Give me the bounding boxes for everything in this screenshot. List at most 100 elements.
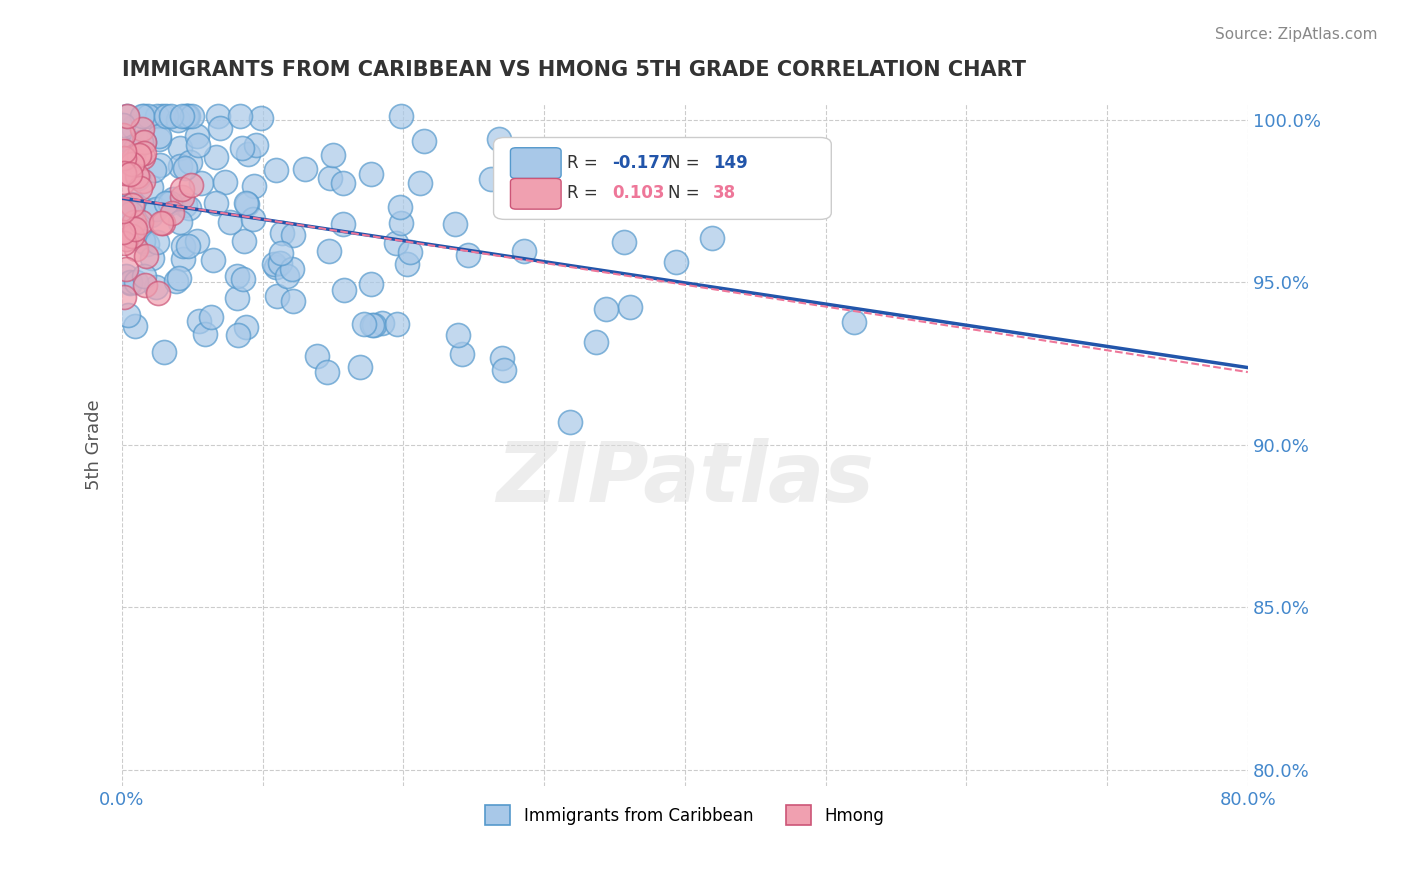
Point [319, 171, 342, 186]
Point [117, 153, 139, 168]
Point [208, 120, 231, 135]
Point [231, 141, 253, 155]
Point [322, 148, 344, 162]
Point [145, 202, 167, 216]
Point [128, 222, 150, 236]
Point [115, 109, 138, 123]
Point [145, 279, 167, 293]
Point [245, 137, 267, 152]
Point [112, 235, 135, 250]
Point [114, 261, 136, 276]
Point [120, 167, 142, 181]
Point [276, 269, 298, 284]
Point [132, 136, 155, 150]
Point [305, 349, 328, 363]
Point [219, 215, 242, 229]
Point [120, 206, 142, 220]
Point [174, 109, 197, 123]
Point [131, 135, 153, 149]
Point [112, 166, 135, 180]
Text: R =: R = [567, 153, 603, 172]
Text: N =: N = [668, 185, 704, 202]
Point [162, 192, 184, 206]
Point [148, 129, 170, 144]
Point [513, 244, 536, 258]
Point [700, 231, 723, 245]
Point [180, 178, 202, 193]
Point [332, 176, 354, 190]
Point [177, 238, 200, 252]
Point [131, 109, 153, 123]
Point [136, 236, 159, 251]
Point [122, 215, 145, 229]
Point [124, 275, 146, 289]
Point [349, 360, 371, 375]
Point [703, 178, 725, 193]
Point [187, 137, 209, 152]
Point [516, 164, 538, 178]
Point [409, 176, 432, 190]
Point [129, 215, 152, 229]
Text: 38: 38 [713, 185, 737, 202]
Point [120, 276, 142, 290]
Point [172, 252, 194, 267]
Point [115, 232, 138, 246]
Point [169, 141, 191, 155]
Point [541, 164, 564, 178]
Point [264, 260, 287, 275]
Point [132, 174, 155, 188]
Point [112, 152, 135, 166]
Point [150, 109, 173, 123]
Point [389, 215, 412, 229]
Point [389, 200, 412, 214]
Point [132, 135, 155, 149]
Point [194, 326, 217, 341]
Point [294, 161, 316, 176]
Point [360, 277, 382, 291]
Point [207, 109, 229, 123]
Point [283, 294, 305, 309]
Point [384, 236, 406, 251]
Point [124, 142, 146, 156]
Point [177, 201, 200, 215]
Point [186, 129, 208, 144]
Point [155, 196, 177, 211]
Point [179, 155, 201, 169]
Point [180, 109, 202, 123]
Point [117, 308, 139, 322]
Point [141, 251, 163, 265]
Point [281, 227, 304, 242]
FancyBboxPatch shape [510, 148, 561, 178]
FancyBboxPatch shape [494, 137, 831, 219]
Point [121, 229, 143, 244]
Text: R =: R = [567, 185, 603, 202]
Point [112, 175, 135, 189]
Point [148, 132, 170, 146]
Point [145, 109, 167, 123]
Point [205, 196, 228, 211]
Point [172, 109, 194, 123]
Point [146, 285, 169, 300]
Point [316, 365, 339, 379]
Point [250, 112, 273, 126]
Point [112, 145, 135, 159]
Point [353, 317, 375, 331]
Text: 149: 149 [713, 153, 748, 172]
Point [122, 120, 145, 134]
Point [118, 275, 141, 289]
Point [595, 302, 617, 317]
Point [613, 235, 636, 249]
Point [232, 272, 254, 286]
Point [269, 255, 291, 269]
Point [235, 320, 257, 334]
Point [236, 197, 259, 211]
Point [152, 215, 174, 229]
Point [412, 134, 434, 148]
Point [447, 328, 470, 343]
Point [165, 274, 187, 288]
Point [202, 252, 225, 267]
Point [169, 159, 191, 173]
Text: IMMIGRANTS FROM CARIBBEAN VS HMONG 5TH GRADE CORRELATION CHART: IMMIGRANTS FROM CARIBBEAN VS HMONG 5TH G… [122, 60, 1026, 79]
Point [115, 202, 138, 216]
Point [280, 262, 302, 277]
